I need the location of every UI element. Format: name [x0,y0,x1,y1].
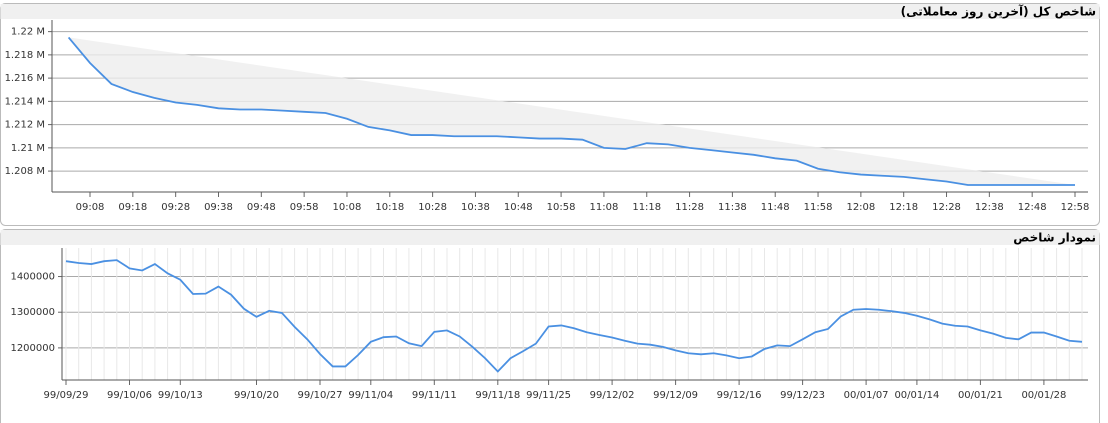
range-shade [68,37,1076,186]
y-tick-label: 1400000 [10,272,55,283]
y-tick-label: 1.218 M [5,50,45,61]
x-tick-label: 09:48 [247,202,276,213]
x-tick-label: 09:28 [161,202,190,213]
y-tick-label: 1.21 M [11,143,45,154]
x-tick-label: 00/01/28 [1021,390,1066,401]
x-tick-label: 12:38 [975,202,1004,213]
y-tick-label: 1.212 M [5,120,45,131]
x-tick-label: 11:48 [761,202,790,213]
panel-header [0,4,1100,19]
x-tick-label: 99/09/29 [44,390,89,401]
y-tick-label: 1.214 M [5,96,45,107]
x-tick-label: 10:38 [461,202,490,213]
x-tick-label: 99/10/06 [107,390,152,401]
x-tick-label: 09:08 [76,202,105,213]
x-tick-label: 99/12/09 [653,390,698,401]
x-tick-label: 99/10/27 [298,390,343,401]
y-tick-label: 1.208 M [5,166,45,177]
x-tick-label: 00/01/07 [844,390,889,401]
x-tick-label: 11:08 [590,202,619,213]
x-tick-label: 11:38 [718,202,747,213]
x-tick-label: 00/01/14 [894,390,939,401]
x-tick-label: 11:18 [632,202,661,213]
x-tick-label: 99/11/25 [526,390,571,401]
y-tick-label: 1.22 M [11,27,45,38]
x-tick-label: 12:28 [932,202,961,213]
y-tick-label: 1300000 [10,307,55,318]
x-tick-label: 99/10/13 [158,390,203,401]
series-line [65,259,1083,373]
x-tick-label: 12:18 [889,202,918,213]
x-tick-label: 12:58 [1061,202,1090,213]
x-tick-label: 11:58 [804,202,833,213]
panel-header [0,230,1100,245]
x-tick-label: 10:48 [504,202,533,213]
x-tick-label: 09:58 [290,202,319,213]
x-tick-label: 99/12/23 [780,390,825,401]
series-line [67,36,1075,186]
x-tick-label: 11:28 [675,202,704,213]
x-tick-label: 12:48 [1018,202,1047,213]
x-tick-label: 99/11/04 [348,390,393,401]
x-tick-label: 99/10/20 [234,390,279,401]
x-tick-label: 12:08 [846,202,875,213]
x-tick-label: 00/01/21 [958,390,1003,401]
x-tick-label: 99/12/02 [590,390,635,401]
x-tick-label: 10:18 [375,202,404,213]
y-tick-label: 1.216 M [5,73,45,84]
x-tick-label: 10:28 [418,202,447,213]
panel-title: نمودار شاخص [1013,231,1096,246]
x-tick-label: 10:08 [333,202,362,213]
x-tick-label: 99/11/11 [412,390,457,401]
x-tick-label: 09:18 [118,202,147,213]
y-tick-label: 1200000 [10,343,55,354]
panel-title: شاخص کل (آخرین روز معاملاتی) [901,4,1096,20]
x-tick-label: 99/11/18 [475,390,520,401]
x-tick-label: 99/12/16 [717,390,762,401]
x-tick-label: 09:38 [204,202,233,213]
x-tick-label: 10:58 [547,202,576,213]
